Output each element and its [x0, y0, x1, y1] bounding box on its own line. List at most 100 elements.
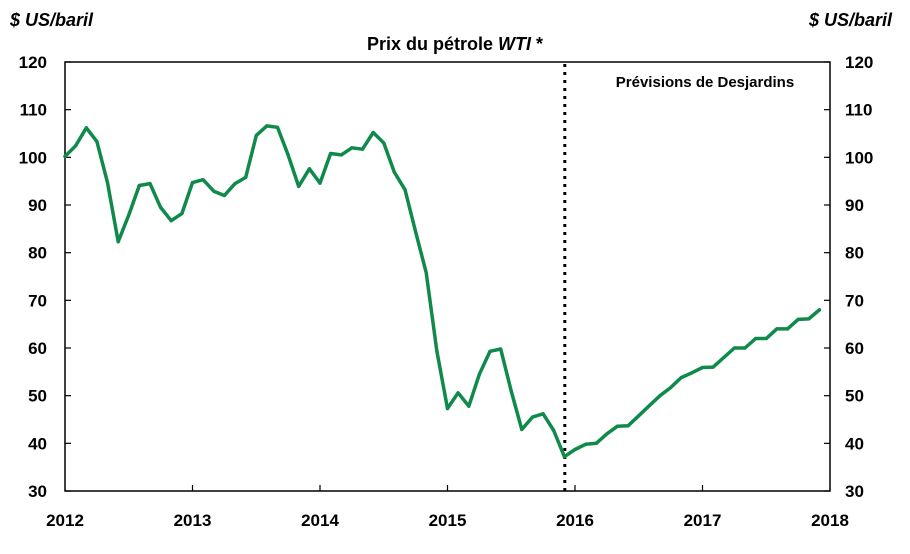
x-tick-label: 2014 [301, 511, 339, 530]
plot-area-frame [64, 61, 831, 492]
data-point [403, 188, 407, 192]
data-point [637, 414, 641, 418]
y-tick-label-left: 120 [19, 53, 47, 72]
y-tick-label-left: 70 [28, 291, 47, 310]
x-tick-label: 2012 [46, 511, 84, 530]
data-point [424, 271, 428, 275]
data-point [360, 147, 365, 151]
data-point [700, 365, 705, 370]
data-point [286, 153, 290, 157]
data-point [541, 412, 545, 416]
data-point [530, 415, 535, 419]
chart-title-suffix: * [531, 34, 544, 54]
data-point [711, 365, 715, 369]
x-tick-label: 2013 [174, 511, 212, 530]
x-tick-label: 2018 [811, 511, 849, 530]
data-point [127, 213, 131, 217]
data-point [573, 447, 577, 452]
y-tick-label-left: 110 [20, 101, 47, 120]
data-point [148, 181, 152, 186]
data-point [615, 424, 620, 428]
data-point [605, 432, 609, 436]
data-point [690, 371, 694, 375]
y-tick-label-right: 60 [845, 339, 864, 358]
data-point [307, 167, 312, 171]
data-point [116, 240, 120, 244]
y-tick-label-right: 30 [845, 482, 864, 501]
y-tick-label-left: 100 [19, 148, 47, 167]
y-tick-label-right: 50 [845, 387, 864, 406]
y-tick-label-left: 40 [28, 434, 47, 453]
y-tick-label-left: 30 [28, 482, 47, 501]
y-tick-label-right: 110 [845, 101, 872, 120]
y-tick-label-right: 40 [845, 434, 864, 453]
data-point [764, 336, 768, 341]
data-point [488, 349, 492, 353]
data-point [137, 183, 141, 188]
data-point [658, 394, 662, 398]
data-point [350, 146, 354, 150]
y-axis-label-left: $ US/baril [10, 10, 94, 30]
data-point [594, 441, 598, 445]
y-tick-label-left: 50 [28, 387, 47, 406]
data-point [201, 178, 205, 182]
data-point [105, 180, 110, 185]
data-point [222, 193, 226, 198]
data-point [190, 180, 195, 185]
data-point [435, 349, 439, 353]
data-point [159, 205, 163, 209]
data-point [583, 442, 588, 446]
data-point [339, 153, 343, 157]
data-point [467, 404, 471, 408]
y-tick-label-left: 90 [28, 196, 47, 215]
data-point [244, 175, 248, 179]
y-tick-label-right: 100 [845, 148, 873, 167]
data-point [382, 141, 386, 145]
data-point [743, 346, 747, 350]
data-point [456, 391, 460, 395]
data-point [520, 427, 524, 432]
data-point [552, 428, 556, 433]
data-point [318, 181, 322, 185]
x-tick-label: 2015 [429, 511, 467, 530]
data-point [95, 140, 99, 144]
data-point [275, 125, 280, 129]
data-point [73, 144, 78, 148]
data-point [796, 317, 800, 321]
y-tick-label-left: 80 [28, 244, 47, 263]
data-point [626, 424, 630, 428]
data-point [732, 346, 736, 350]
data-point [169, 219, 173, 223]
data-point [63, 154, 67, 158]
data-point [233, 181, 237, 186]
data-point [371, 130, 375, 135]
data-point [647, 404, 651, 408]
data-point [807, 317, 811, 321]
data-point [817, 308, 822, 312]
y-tick-label-right: 80 [845, 244, 864, 263]
data-point [722, 355, 726, 360]
chart-title-prefix: Prix du pétrole [366, 34, 498, 54]
data-point [562, 455, 567, 459]
data-point [785, 327, 790, 331]
y-axis-label-right: $ US/baril [808, 10, 892, 30]
chart-title-emphasis: WTI [498, 34, 531, 54]
data-point [679, 375, 683, 380]
y-tick-label-left: 60 [28, 339, 47, 358]
data-point [297, 184, 301, 189]
data-point [499, 347, 503, 351]
data-point [180, 211, 184, 216]
data-point [754, 336, 758, 341]
data-point [775, 327, 779, 331]
data-point [509, 389, 513, 393]
data-point [414, 230, 418, 234]
data-point [212, 189, 216, 193]
data-point [392, 170, 396, 174]
x-tick-label: 2016 [556, 511, 594, 530]
series-line-wti [63, 124, 822, 459]
data-point [254, 133, 258, 138]
data-point [265, 124, 269, 128]
x-tick-label: 2017 [684, 511, 722, 530]
data-point [445, 406, 450, 411]
